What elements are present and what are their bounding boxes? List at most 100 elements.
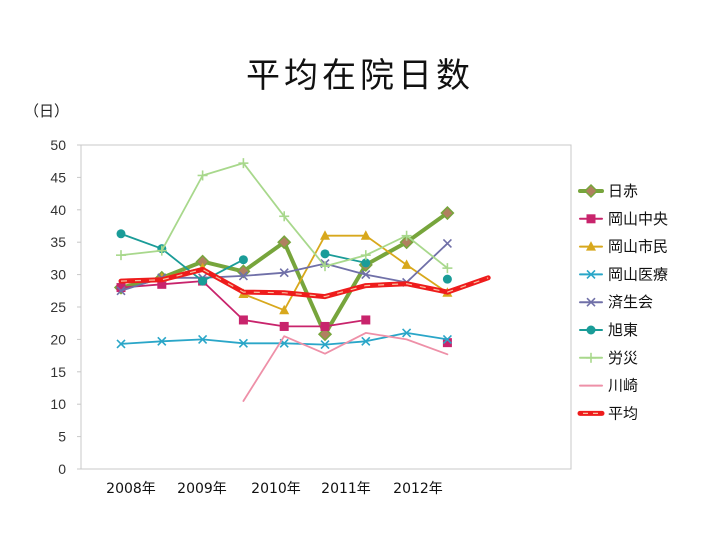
data-point bbox=[116, 229, 126, 239]
series-9 bbox=[118, 266, 491, 300]
legend-item: 日赤 bbox=[578, 182, 638, 200]
legend-marker bbox=[586, 269, 596, 279]
series-6 bbox=[116, 229, 452, 286]
y-tick-label: 20 bbox=[50, 331, 66, 347]
data-point bbox=[197, 170, 208, 181]
data-point bbox=[320, 249, 330, 259]
legend-label: 岡山医療 bbox=[608, 265, 668, 283]
data-point bbox=[361, 315, 371, 325]
legend-item: 川崎 bbox=[579, 377, 638, 395]
data-point bbox=[320, 321, 330, 331]
legend-item: 岡山医療 bbox=[579, 265, 668, 283]
series-line bbox=[324, 253, 367, 264]
plot-border bbox=[80, 144, 572, 470]
legend-label: 川崎 bbox=[608, 377, 638, 395]
legend-item: 労災 bbox=[579, 349, 638, 367]
data-point bbox=[116, 283, 126, 293]
x-tick-label: 2008年 bbox=[106, 481, 156, 497]
data-point bbox=[279, 321, 289, 331]
x-tick-label: 2009年 bbox=[177, 481, 227, 497]
data-point bbox=[361, 270, 371, 280]
data-point bbox=[238, 255, 248, 265]
data-point bbox=[198, 276, 208, 286]
series-layer bbox=[113, 158, 491, 402]
legend-label: 岡山中央 bbox=[608, 210, 668, 228]
legend-label: 平均 bbox=[608, 404, 638, 422]
y-axis-unit-label: （日） bbox=[24, 102, 70, 120]
data-point bbox=[279, 211, 290, 222]
series-7 bbox=[116, 158, 453, 274]
legend-label: 労災 bbox=[608, 349, 638, 367]
data-point bbox=[440, 205, 455, 221]
series-line bbox=[242, 332, 449, 402]
legend-item: 岡山中央 bbox=[579, 210, 668, 228]
y-tick-label: 25 bbox=[50, 299, 66, 315]
y-tick-label: 40 bbox=[50, 202, 66, 218]
legend-item: 済生会 bbox=[579, 293, 653, 311]
legend-marker bbox=[586, 352, 596, 363]
series-2 bbox=[116, 276, 452, 348]
data-point bbox=[157, 279, 167, 289]
data-point bbox=[279, 304, 290, 315]
data-point bbox=[198, 334, 208, 344]
x-axis-labels: 2008年 2009年 2010年 2011年 2012年 bbox=[106, 481, 443, 497]
data-point bbox=[360, 250, 371, 261]
data-point bbox=[361, 336, 371, 346]
x-tick-label: 2012年 bbox=[393, 481, 443, 497]
y-tick-label: 30 bbox=[50, 267, 66, 283]
chart-title: 平均在院日数 bbox=[246, 56, 474, 96]
chart-axes: 0 5 10 15 20 25 30 35 40 45 50 bbox=[50, 137, 572, 477]
data-point bbox=[442, 338, 452, 348]
legend-label: 日赤 bbox=[608, 182, 638, 200]
legend-item: 岡山市民 bbox=[579, 238, 668, 256]
y-tick-label: 50 bbox=[50, 137, 66, 153]
data-point bbox=[238, 158, 249, 169]
data-point bbox=[156, 245, 167, 256]
y-tick-label: 35 bbox=[50, 234, 66, 250]
data-point bbox=[317, 327, 333, 342]
data-point bbox=[320, 340, 330, 350]
legend-label: 済生会 bbox=[608, 293, 653, 311]
data-point bbox=[360, 230, 371, 240]
series-line bbox=[120, 232, 245, 282]
x-tick-label: 2011年 bbox=[321, 481, 371, 497]
data-point bbox=[238, 338, 248, 348]
legend-marker bbox=[583, 183, 599, 199]
data-point bbox=[116, 286, 126, 296]
legend-label: 岡山市民 bbox=[608, 238, 668, 256]
data-point bbox=[402, 328, 412, 338]
data-point bbox=[236, 264, 251, 279]
data-point bbox=[361, 258, 371, 268]
legend-item: 旭東 bbox=[579, 321, 638, 339]
data-point bbox=[238, 271, 248, 281]
legend-label: 旭東 bbox=[608, 321, 638, 339]
data-point bbox=[442, 334, 452, 344]
legend-marker bbox=[586, 241, 596, 251]
y-tick-label: 0 bbox=[58, 461, 66, 477]
legend-marker bbox=[586, 214, 596, 224]
legend-marker bbox=[586, 325, 596, 335]
data-point bbox=[401, 230, 412, 241]
data-point bbox=[442, 263, 453, 274]
data-point bbox=[401, 259, 412, 269]
series-8 bbox=[242, 332, 449, 402]
data-point bbox=[442, 274, 452, 284]
x-tick-label: 2010年 bbox=[251, 481, 301, 497]
data-point bbox=[116, 339, 126, 349]
data-point bbox=[116, 250, 126, 261]
data-point bbox=[279, 268, 289, 278]
series-line-highlight bbox=[120, 268, 489, 298]
legend-marker bbox=[586, 297, 596, 307]
data-point bbox=[320, 230, 330, 240]
data-point bbox=[238, 315, 248, 325]
data-point bbox=[442, 238, 452, 249]
y-tick-label: 15 bbox=[50, 364, 66, 380]
series-4 bbox=[116, 328, 452, 350]
y-tick-label: 5 bbox=[58, 429, 66, 445]
data-point bbox=[157, 336, 167, 346]
data-point bbox=[320, 261, 330, 272]
y-tick-label: 45 bbox=[50, 169, 66, 185]
legend-item: 平均 bbox=[577, 404, 638, 422]
